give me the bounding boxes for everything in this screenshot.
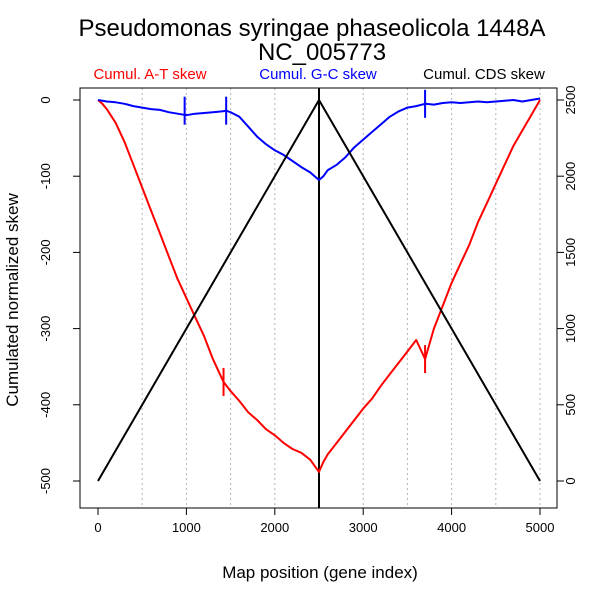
legend-gc-skew: Cumul. G-C skew [259, 66, 377, 83]
y-right-tick-label-3: 1500 [563, 238, 578, 267]
series-line-0 [97, 99, 541, 473]
x-tick-label-0: 0 [94, 520, 101, 535]
x-tick-label-2: 2000 [260, 520, 289, 535]
x-axis-label: Map position (gene index) [222, 563, 418, 582]
x-tick-label-5: 5000 [526, 520, 555, 535]
y-right-tick-label-2: 1000 [563, 314, 578, 343]
chart-title-line2: NC_005773 [258, 39, 386, 66]
legend-at-skew: Cumul. A-T skew [93, 66, 206, 83]
y-right-tick-label-1: 500 [563, 394, 578, 416]
grid [141, 88, 541, 508]
series-line-1 [97, 97, 541, 181]
y-left-tick-label-1: -100 [38, 163, 53, 189]
series-layer [97, 88, 541, 508]
y-right-tick-label-0: 0 [563, 477, 578, 484]
y-left-tick-label-0: 0 [38, 96, 53, 103]
x-tick-label-3: 3000 [349, 520, 378, 535]
y-left-tick-label-5: -500 [38, 468, 53, 494]
y-right-tick-label-4: 2000 [563, 162, 578, 191]
series-line-2 [97, 99, 541, 482]
plot-frame [79, 87, 558, 509]
legend-cds-skew: Cumul. CDS skew [423, 66, 545, 83]
y-right-tick-label-5: 2500 [563, 86, 578, 115]
y-left-tick-label-4: -400 [38, 392, 53, 418]
y-left-tick-label-2: -200 [38, 239, 53, 265]
chart-title-line1: Pseudomonas syringae phaseolicola 1448A [79, 15, 546, 42]
y-axis-label: Cumulated normalized skew [3, 193, 22, 407]
y-left-tick-label-3: -300 [38, 316, 53, 342]
x-tick-label-1: 1000 [172, 520, 201, 535]
x-tick-label-4: 4000 [437, 520, 466, 535]
axes: 0 1000 2000 3000 4000 50000-100-200-300-400-5… [38, 86, 578, 535]
